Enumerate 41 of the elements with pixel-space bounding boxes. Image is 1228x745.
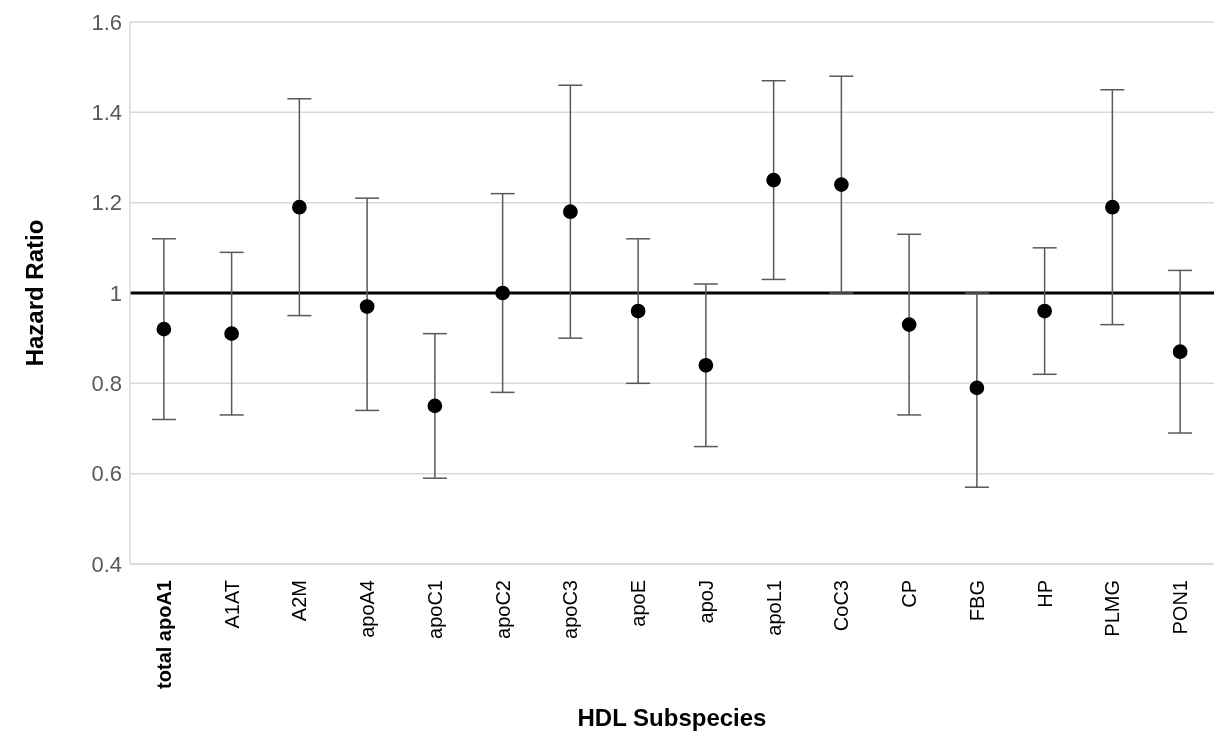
x-axis-title: HDL Subspecies (577, 704, 767, 731)
point (698, 357, 714, 373)
y-tick-label: 0.8 (91, 371, 122, 397)
x-tick-label: apoC3 (559, 580, 582, 639)
point (427, 398, 443, 414)
x-tick-label: HP (1033, 580, 1056, 608)
x-tick-label: PON1 (1169, 580, 1192, 635)
y-tick-label: 1 (109, 280, 122, 306)
point (156, 321, 172, 337)
x-tick-label: CP (898, 580, 921, 608)
x-tick-label: PLMG (1101, 580, 1124, 637)
y-axis-title: Hazard Ratio (20, 219, 48, 367)
point (766, 172, 781, 188)
x-tick-label: apoE (627, 580, 650, 627)
point (1105, 199, 1120, 215)
point (1172, 344, 1188, 360)
x-tick-label: apoL1 (762, 580, 785, 636)
point (901, 317, 917, 332)
y-tick-label: 0.6 (91, 461, 122, 487)
point (1037, 303, 1052, 319)
x-tick-label: apoA4 (356, 580, 379, 638)
point (224, 326, 239, 341)
x-tick-label: apoC2 (491, 580, 514, 639)
point (563, 204, 578, 220)
y-tick-label: 0.4 (91, 551, 122, 577)
x-tick-label: A1AT (220, 580, 243, 629)
x-tick-label: total apoA1 (152, 580, 175, 689)
x-tick-label: apoC1 (423, 580, 446, 639)
y-tick-label: 1.2 (91, 190, 122, 216)
y-tick-label: 1.6 (91, 9, 122, 35)
x-tick-label: FBG (965, 580, 988, 622)
point (969, 380, 985, 396)
x-tick-label: A2M (288, 580, 311, 622)
point (292, 199, 307, 215)
x-tick-label: CoC3 (830, 580, 853, 632)
y-tick-label: 1.4 (91, 100, 122, 126)
point (630, 303, 646, 319)
point (359, 299, 375, 314)
point (495, 285, 510, 301)
point (834, 177, 849, 192)
x-tick-label: apoJ (694, 580, 717, 624)
